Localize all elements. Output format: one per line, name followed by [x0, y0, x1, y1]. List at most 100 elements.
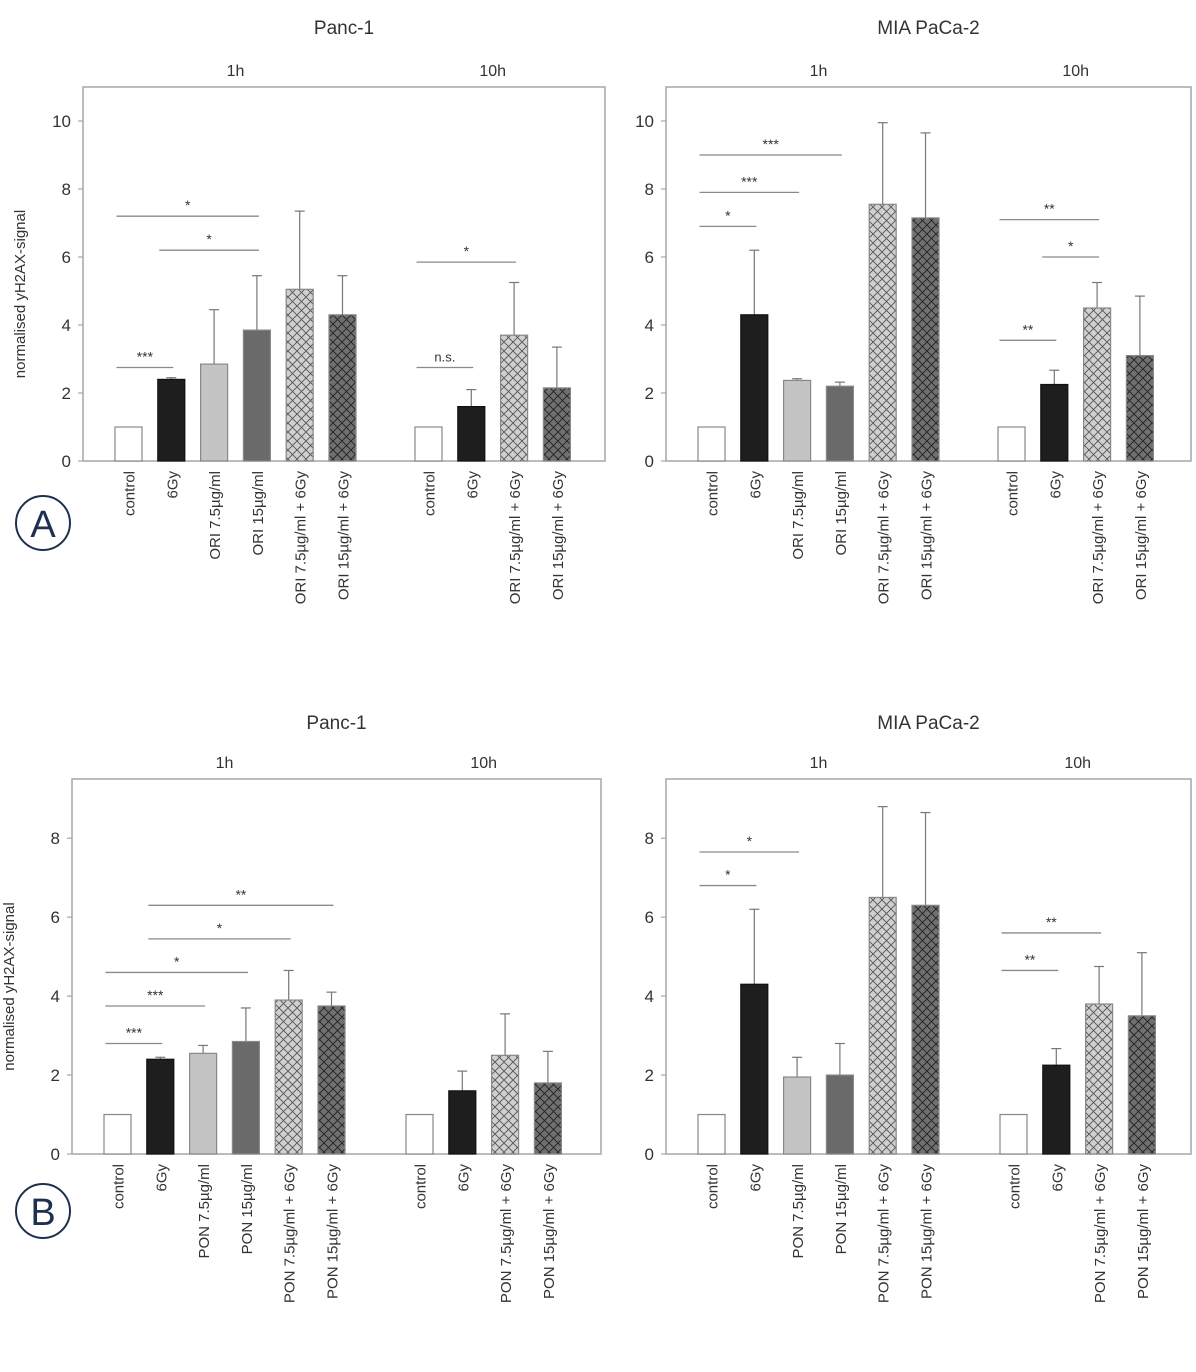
- bar: [242, 329, 271, 462]
- category-label: PON 15µg/ml: [239, 1164, 256, 1254]
- y-tick-label: 2: [62, 384, 71, 403]
- y-tick-label: 2: [645, 1066, 654, 1085]
- group-label: 10h: [1062, 63, 1089, 80]
- bar: [782, 379, 812, 462]
- bar: [1040, 383, 1069, 462]
- chart-title: Panc-1: [306, 713, 366, 734]
- y-tick-label: 6: [645, 908, 654, 927]
- category-label: PON 7.5µg/ml: [790, 1164, 807, 1259]
- group-label: 10h: [470, 755, 497, 772]
- bar: [317, 1005, 346, 1155]
- chart-title: MIA PaCa-2: [877, 18, 979, 39]
- significance-label: *: [206, 231, 212, 247]
- category-label: PON 7.5µg/ml + 6Gy: [282, 1164, 299, 1304]
- y-tick-label: 8: [62, 180, 71, 199]
- y-tick-label: 8: [645, 180, 654, 199]
- category-label: ORI 15µg/ml + 6Gy: [1133, 471, 1150, 601]
- bar: [157, 378, 186, 462]
- bar: [146, 1058, 175, 1155]
- y-tick-label: 4: [51, 987, 60, 1006]
- bar: [457, 406, 486, 462]
- category-label: ORI 7.5µg/ml: [790, 471, 807, 560]
- y-tick-label: 4: [645, 316, 654, 335]
- category-label: ORI 15µg/ml + 6Gy: [550, 471, 567, 601]
- bar: [1127, 1015, 1157, 1155]
- panel-label-b: B: [15, 1183, 71, 1239]
- group-label: 1h: [227, 63, 245, 80]
- y-tick-label: 6: [645, 248, 654, 267]
- significance-label: *: [725, 867, 731, 883]
- category-label: 6Gy: [1047, 471, 1064, 499]
- bar: [1082, 307, 1112, 462]
- y-tick-label: 8: [645, 829, 654, 848]
- significance-label: ***: [137, 349, 154, 365]
- y-tick-label: 2: [645, 384, 654, 403]
- y-tick-label: 10: [635, 112, 654, 131]
- significance-label: **: [1044, 201, 1055, 217]
- y-tick-label: 4: [645, 987, 654, 1006]
- bar: [114, 426, 143, 462]
- significance-label: **: [1024, 951, 1035, 967]
- bar: [189, 1052, 218, 1155]
- bar: [740, 314, 769, 462]
- bar: [999, 1113, 1028, 1155]
- significance-label: n.s.: [434, 350, 455, 365]
- significance-label: **: [1046, 914, 1057, 930]
- significance-label: ***: [126, 1024, 143, 1040]
- bar: [782, 1076, 812, 1155]
- bar: [500, 334, 529, 462]
- bar: [740, 983, 769, 1155]
- bar: [491, 1054, 520, 1155]
- y-tick-label: 0: [645, 452, 654, 471]
- chart-b-miapaca2: MIA PaCa-2 0 2 4 6 8 1h control 6Gy PON 7.5µg/ml P…: [645, 713, 1192, 1304]
- significance-label: ***: [147, 987, 164, 1003]
- bar: [405, 1113, 434, 1155]
- bar: [911, 217, 940, 462]
- category-label: ORI 7.5µg/ml + 6Gy: [507, 471, 524, 605]
- bar: [1125, 355, 1155, 462]
- group-label: 1h: [810, 63, 828, 80]
- y-tick-label: 8: [51, 829, 60, 848]
- category-label: control: [1007, 1164, 1024, 1209]
- category-label: PON 7.5µg/ml + 6Gy: [1092, 1164, 1109, 1304]
- y-tick-label: 4: [62, 316, 71, 335]
- bar: [448, 1090, 477, 1155]
- category-label: 6Gy: [747, 471, 764, 499]
- y-tick-label: 6: [51, 908, 60, 927]
- category-label: ORI 15µg/ml: [250, 471, 267, 556]
- bar: [103, 1113, 132, 1155]
- category-label: PON 7.5µg/ml: [196, 1164, 213, 1259]
- significance-label: *: [747, 833, 753, 849]
- bar: [1042, 1064, 1071, 1155]
- significance-label: *: [185, 197, 191, 213]
- bar: [911, 904, 940, 1155]
- significance-label: **: [235, 886, 246, 902]
- group-label: 1h: [216, 755, 234, 772]
- chart-a-miapaca2: MIA PaCa-2 0 2 4 6 8 10 1h control 6Gy ORI 7.5µg/m…: [635, 18, 1192, 605]
- significance-label: *: [464, 243, 470, 259]
- category-label: PON 15µg/ml + 6Gy: [1135, 1164, 1152, 1299]
- category-label: ORI 7.5µg/ml + 6Gy: [876, 471, 893, 605]
- significance-label: ***: [763, 136, 780, 152]
- bar: [997, 426, 1026, 462]
- y-tick-label: 0: [51, 1145, 60, 1164]
- category-label: ORI 15µg/ml: [833, 471, 850, 556]
- category-label: ORI 7.5µg/ml + 6Gy: [1090, 471, 1107, 605]
- y-tick-label: 10: [52, 112, 71, 131]
- category-label: control: [422, 471, 439, 516]
- category-label: 6Gy: [747, 1164, 764, 1192]
- bar: [825, 1074, 855, 1155]
- bar: [285, 288, 314, 462]
- significance-label: *: [1068, 238, 1074, 254]
- category-label: PON 15µg/ml + 6Gy: [325, 1164, 342, 1299]
- group-label: 10h: [479, 63, 506, 80]
- category-label: PON 15µg/ml + 6Gy: [541, 1164, 558, 1299]
- chart-title: Panc-1: [314, 18, 374, 39]
- category-label: 6Gy: [455, 1164, 472, 1192]
- chart-b-panc1: Panc-1 0 2 4 6 8 normalised yH2AX-signal 1h cont…: [1, 713, 602, 1304]
- category-label: PON 7.5µg/ml + 6Gy: [876, 1164, 893, 1304]
- y-tick-label: 0: [62, 452, 71, 471]
- category-label: control: [413, 1164, 430, 1209]
- category-label: 6Gy: [153, 1164, 170, 1192]
